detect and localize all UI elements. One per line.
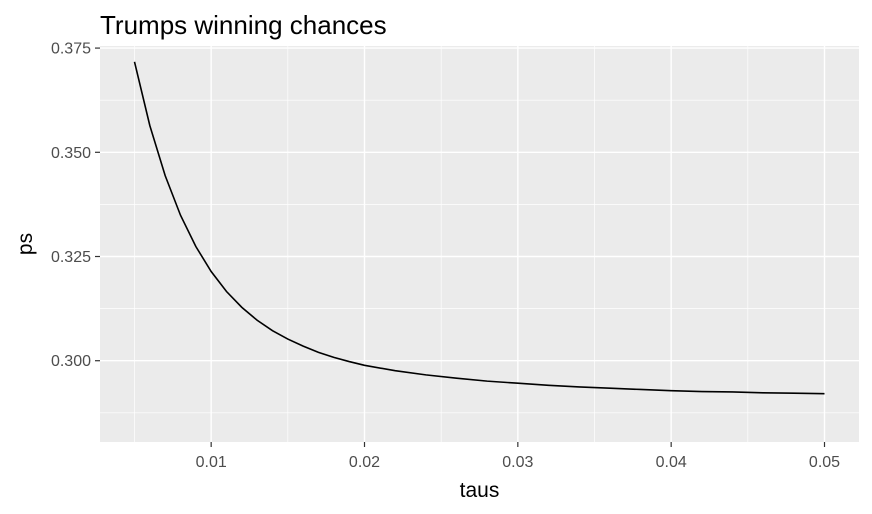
x-tick-label: 0.01 (196, 454, 227, 471)
y-tick-label: 0.350 (51, 145, 91, 162)
x-axis: 0.01 0.02 0.03 0.04 0.05 (196, 442, 840, 471)
series-line (133, 61, 825, 395)
x-tick-label: 0.04 (656, 454, 687, 471)
x-axis-title: taus (460, 479, 500, 502)
plot-panel (100, 46, 859, 442)
y-tick-label: 0.300 (51, 353, 91, 370)
minor-gridlines (100, 46, 859, 442)
y-axis-title: ps (14, 233, 37, 255)
series-layer (133, 61, 825, 395)
x-tick-label: 0.05 (809, 454, 840, 471)
major-gridlines (100, 46, 859, 442)
y-tick-label: 0.375 (51, 41, 91, 58)
y-axis: 0.300 0.325 0.350 0.375 (51, 41, 100, 370)
x-tick-label: 0.02 (349, 454, 380, 471)
y-tick-label: 0.325 (51, 249, 91, 266)
chart-title: Trumps winning chances (100, 10, 387, 40)
x-tick-label: 0.03 (502, 454, 533, 471)
